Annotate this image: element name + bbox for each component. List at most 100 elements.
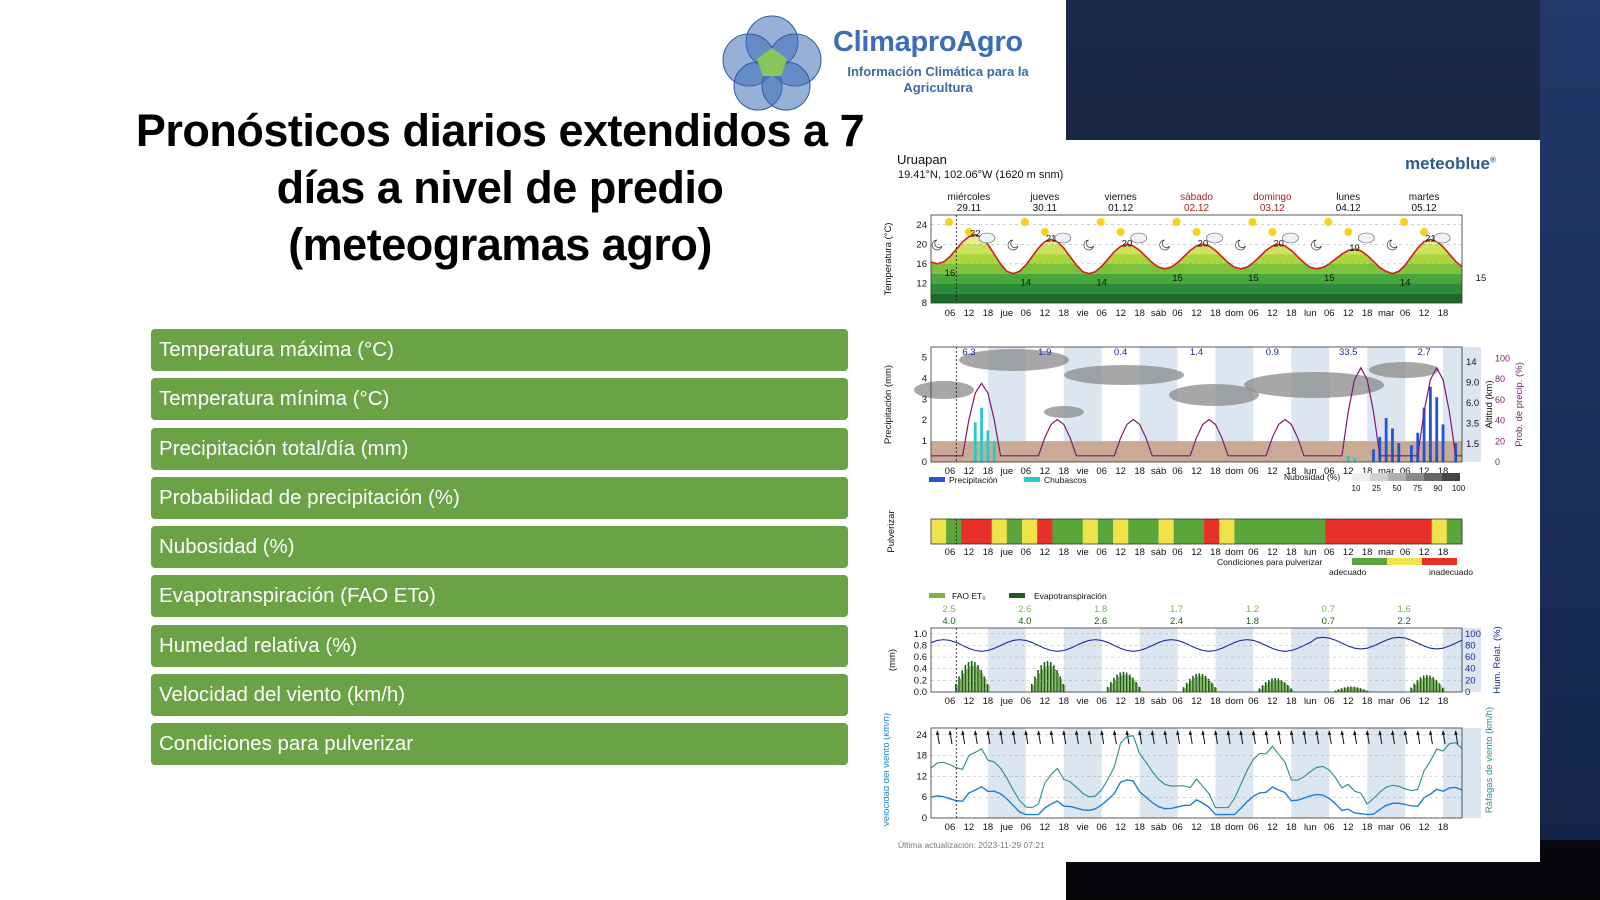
et-bar [1132,677,1134,692]
day-date: 05.12 [1412,203,1437,214]
spray-hour-tick: 12 [1419,547,1430,558]
et-bar [1353,686,1355,692]
spray-segment [1431,519,1448,544]
spray-segment [1158,519,1175,544]
fao-bar [972,665,974,692]
meteogram-coordinates: 19.41°N, 102.06°W (1620 m snm) [898,169,1064,181]
fao-bar [1108,687,1110,692]
spray-segment [1310,519,1326,544]
wind-hour-tick: 18 [1286,822,1297,833]
cloud-cover-mass [1044,406,1084,418]
precip-hour-tick: 12 [1115,466,1126,477]
temp-min-label: 15 [1324,273,1335,284]
temp-max-label: 19 [1349,243,1360,254]
fao-bar [1048,665,1050,692]
precip-frame [930,346,1463,463]
et-daily-value: 2.4 [1170,616,1183,627]
temp-band [931,273,1462,284]
precip-hour-tick: 12 [1191,466,1202,477]
precip-bar [1384,418,1388,462]
fao-bar [1035,678,1037,692]
spray-hour-tick: 06 [1400,547,1411,558]
temp-hour-tick: 18 [1134,308,1145,319]
et-bar [1207,678,1210,692]
fao-bar [1354,687,1357,692]
wind-hour-tick: 12 [964,822,975,833]
spray-hour-tick: 12 [1343,547,1354,558]
wind-dayband [1139,728,1178,818]
precip-legend-swatch [929,477,945,482]
moon-icon [1083,239,1095,251]
et-bar [1049,662,1052,692]
wind-arrowhead [1277,730,1281,735]
climaproagro-logo: ClimaproAgro Información Climática para … [715,8,1055,112]
cloud-icon [1206,232,1223,244]
fao-bar [1266,683,1268,692]
precip-ytick: 3 [922,394,927,405]
precip-daily-total: 1.9 [1038,347,1051,358]
slide-title: Pronósticos diarios extendidos a 7 días … [135,105,865,270]
precip-hour-tick: 18 [1210,466,1221,477]
evapo-dayband [1063,628,1102,692]
wind-arrowhead [1390,730,1395,735]
et-daily-value: 0.7 [1322,616,1335,627]
et-bar [1286,685,1289,692]
spray-segment [1037,519,1053,544]
evapo-ytick: 0.0 [914,687,927,698]
evapo-hour-tick: 18 [983,696,994,707]
wind-arrowhead [1062,730,1066,735]
cloud-cover-mass [959,349,1069,371]
fao-bar [1364,689,1366,692]
showers-bar [973,422,977,462]
precip-bar [1428,386,1432,462]
et-bar [1362,689,1365,692]
temp-hour-tick: 12 [964,308,975,319]
altitude-label: Altitud (km) [1484,380,1495,428]
precip-legend-label: Precipitación [949,475,998,485]
evapo-hour-tick: 18 [1210,696,1221,707]
cloud-icon [1282,232,1299,244]
day-name: jueves [1029,192,1059,203]
evapo-hour-tick: sáb [1151,696,1166,707]
et-bar [1185,682,1188,692]
wind-hour-tick: 12 [1419,822,1430,833]
et-bar [1188,678,1191,692]
wind-hour-tick: 12 [1191,822,1202,833]
et-bar [1264,682,1267,692]
cloud-legend-swatch [1424,473,1442,481]
et-bar [1359,688,1362,692]
evapo-ytick: 0.4 [914,664,927,675]
precip-ytick: 1 [922,436,927,447]
moon-icon [1311,239,1322,251]
spray-segment [1067,519,1084,544]
temp-hour-tick: 12 [1343,308,1354,319]
wind-arrowhead [1163,730,1167,735]
day-date: 02.12 [1184,203,1209,214]
wind-dayband [987,728,1026,818]
wind-arrowhead [1011,730,1016,735]
cloud-icon [1433,232,1451,244]
wind-hour-tick: 12 [1115,822,1126,833]
precip-hour-tick: sáb [1151,466,1166,477]
spray-hour-tick: 12 [1267,547,1278,558]
et-bar [1198,673,1201,692]
wind-arrowhead [1378,730,1382,735]
wind-ytick: 18 [916,751,927,762]
et-bar [1119,672,1122,692]
wind-arrowhead [1049,730,1054,735]
fao-daily-value: 1.2 [1246,604,1259,615]
temp-hour-tick: vie [1077,308,1089,319]
et-bar [1340,688,1343,692]
spray-hour-tick: 06 [1172,547,1183,558]
spray-ylabel: Pulverizar [886,510,897,552]
spray-hour-tick: 18 [1134,547,1145,558]
et-bar [1274,678,1276,692]
temp-hour-tick: 06 [1021,308,1032,319]
precip-hour-tick: dom [1225,466,1244,477]
spray-legend-mid [1387,558,1422,565]
wind-frame [930,727,1463,819]
spray-segment [1097,519,1114,544]
evapo-ytick: 0.8 [914,640,927,651]
wind-hour-tick: vie [1077,822,1089,833]
spray-segment [1143,519,1159,544]
